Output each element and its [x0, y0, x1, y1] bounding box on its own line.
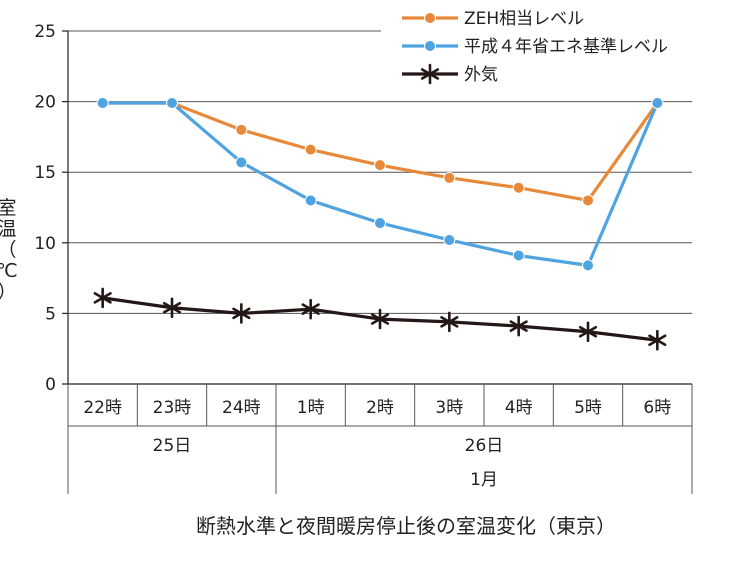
x-tick-label: 2時	[366, 398, 394, 418]
data-point	[582, 259, 594, 272]
x-tick-label: 6時	[643, 398, 671, 418]
data-point	[235, 156, 248, 169]
data-point	[304, 143, 317, 156]
series-line	[102, 101, 659, 267]
y-axis-label: 室温（℃）	[0, 197, 18, 303]
legend-item: 平成４年省エネ基準レベル	[402, 37, 668, 57]
data-point	[374, 159, 386, 172]
x-tick-label: 1時	[297, 398, 325, 418]
x-tick-label: 4時	[505, 398, 533, 418]
day-group-label: 25日	[153, 436, 192, 456]
data-point-asterisk	[420, 63, 440, 85]
legend-label: ZEH相当レベル	[464, 9, 584, 29]
data-point-asterisk	[440, 311, 459, 333]
data-point-asterisk	[648, 329, 667, 351]
x-tick-label: 3時	[435, 398, 463, 418]
data-point-asterisk	[370, 308, 390, 330]
data-point-asterisk	[301, 298, 320, 320]
y-axis: 0 5 10 15 20 25	[34, 22, 69, 395]
data-point	[443, 233, 456, 246]
x-tick-label: 24時	[222, 398, 261, 418]
legend-item: 外気	[402, 63, 498, 85]
series-layer	[93, 97, 667, 351]
y-tick-label: 20	[34, 93, 56, 113]
chart-title: 断熱水準と夜間暖房停止後の室温変化（東京）	[196, 514, 616, 538]
series-line	[102, 101, 659, 203]
x-axis-table: 22時 23時 24時 1時 2時 3時 4時 5時 6時 25日 26日 1月	[67, 383, 693, 494]
y-tick-label: 25	[34, 22, 56, 42]
data-point	[512, 181, 525, 194]
month-label: 1月	[470, 470, 498, 490]
x-tick-label: 22時	[83, 398, 122, 418]
day-group-label: 26日	[465, 436, 504, 456]
data-point	[166, 97, 178, 110]
y-tick-label: 5	[45, 304, 56, 324]
legend-label: 外気	[464, 65, 498, 85]
data-point-asterisk	[93, 287, 112, 309]
y-tick-label: 10	[34, 234, 56, 254]
legend-item: ZEH相当レベル	[402, 9, 584, 29]
data-point	[443, 171, 456, 184]
data-point	[235, 123, 248, 136]
data-point-asterisk	[509, 315, 528, 337]
data-point-asterisk	[578, 321, 598, 343]
legend-marker	[424, 12, 436, 24]
y-tick-label: 0	[45, 375, 56, 395]
series-1	[96, 97, 664, 272]
data-point	[96, 97, 109, 110]
data-point	[304, 194, 317, 207]
grid-lines	[68, 30, 692, 314]
series-0	[96, 97, 664, 207]
series-2	[93, 287, 667, 351]
data-point	[582, 194, 594, 207]
data-point	[512, 249, 525, 262]
x-tick-label: 5時	[574, 398, 602, 418]
data-point-asterisk	[232, 303, 251, 324]
data-point	[651, 97, 664, 110]
y-tick-label: 15	[34, 163, 56, 183]
data-point	[374, 217, 386, 230]
legend-marker	[424, 40, 436, 52]
legend-label: 平成４年省エネ基準レベル	[464, 37, 668, 57]
data-point-asterisk	[162, 297, 182, 319]
x-tick-label: 23時	[153, 398, 192, 418]
